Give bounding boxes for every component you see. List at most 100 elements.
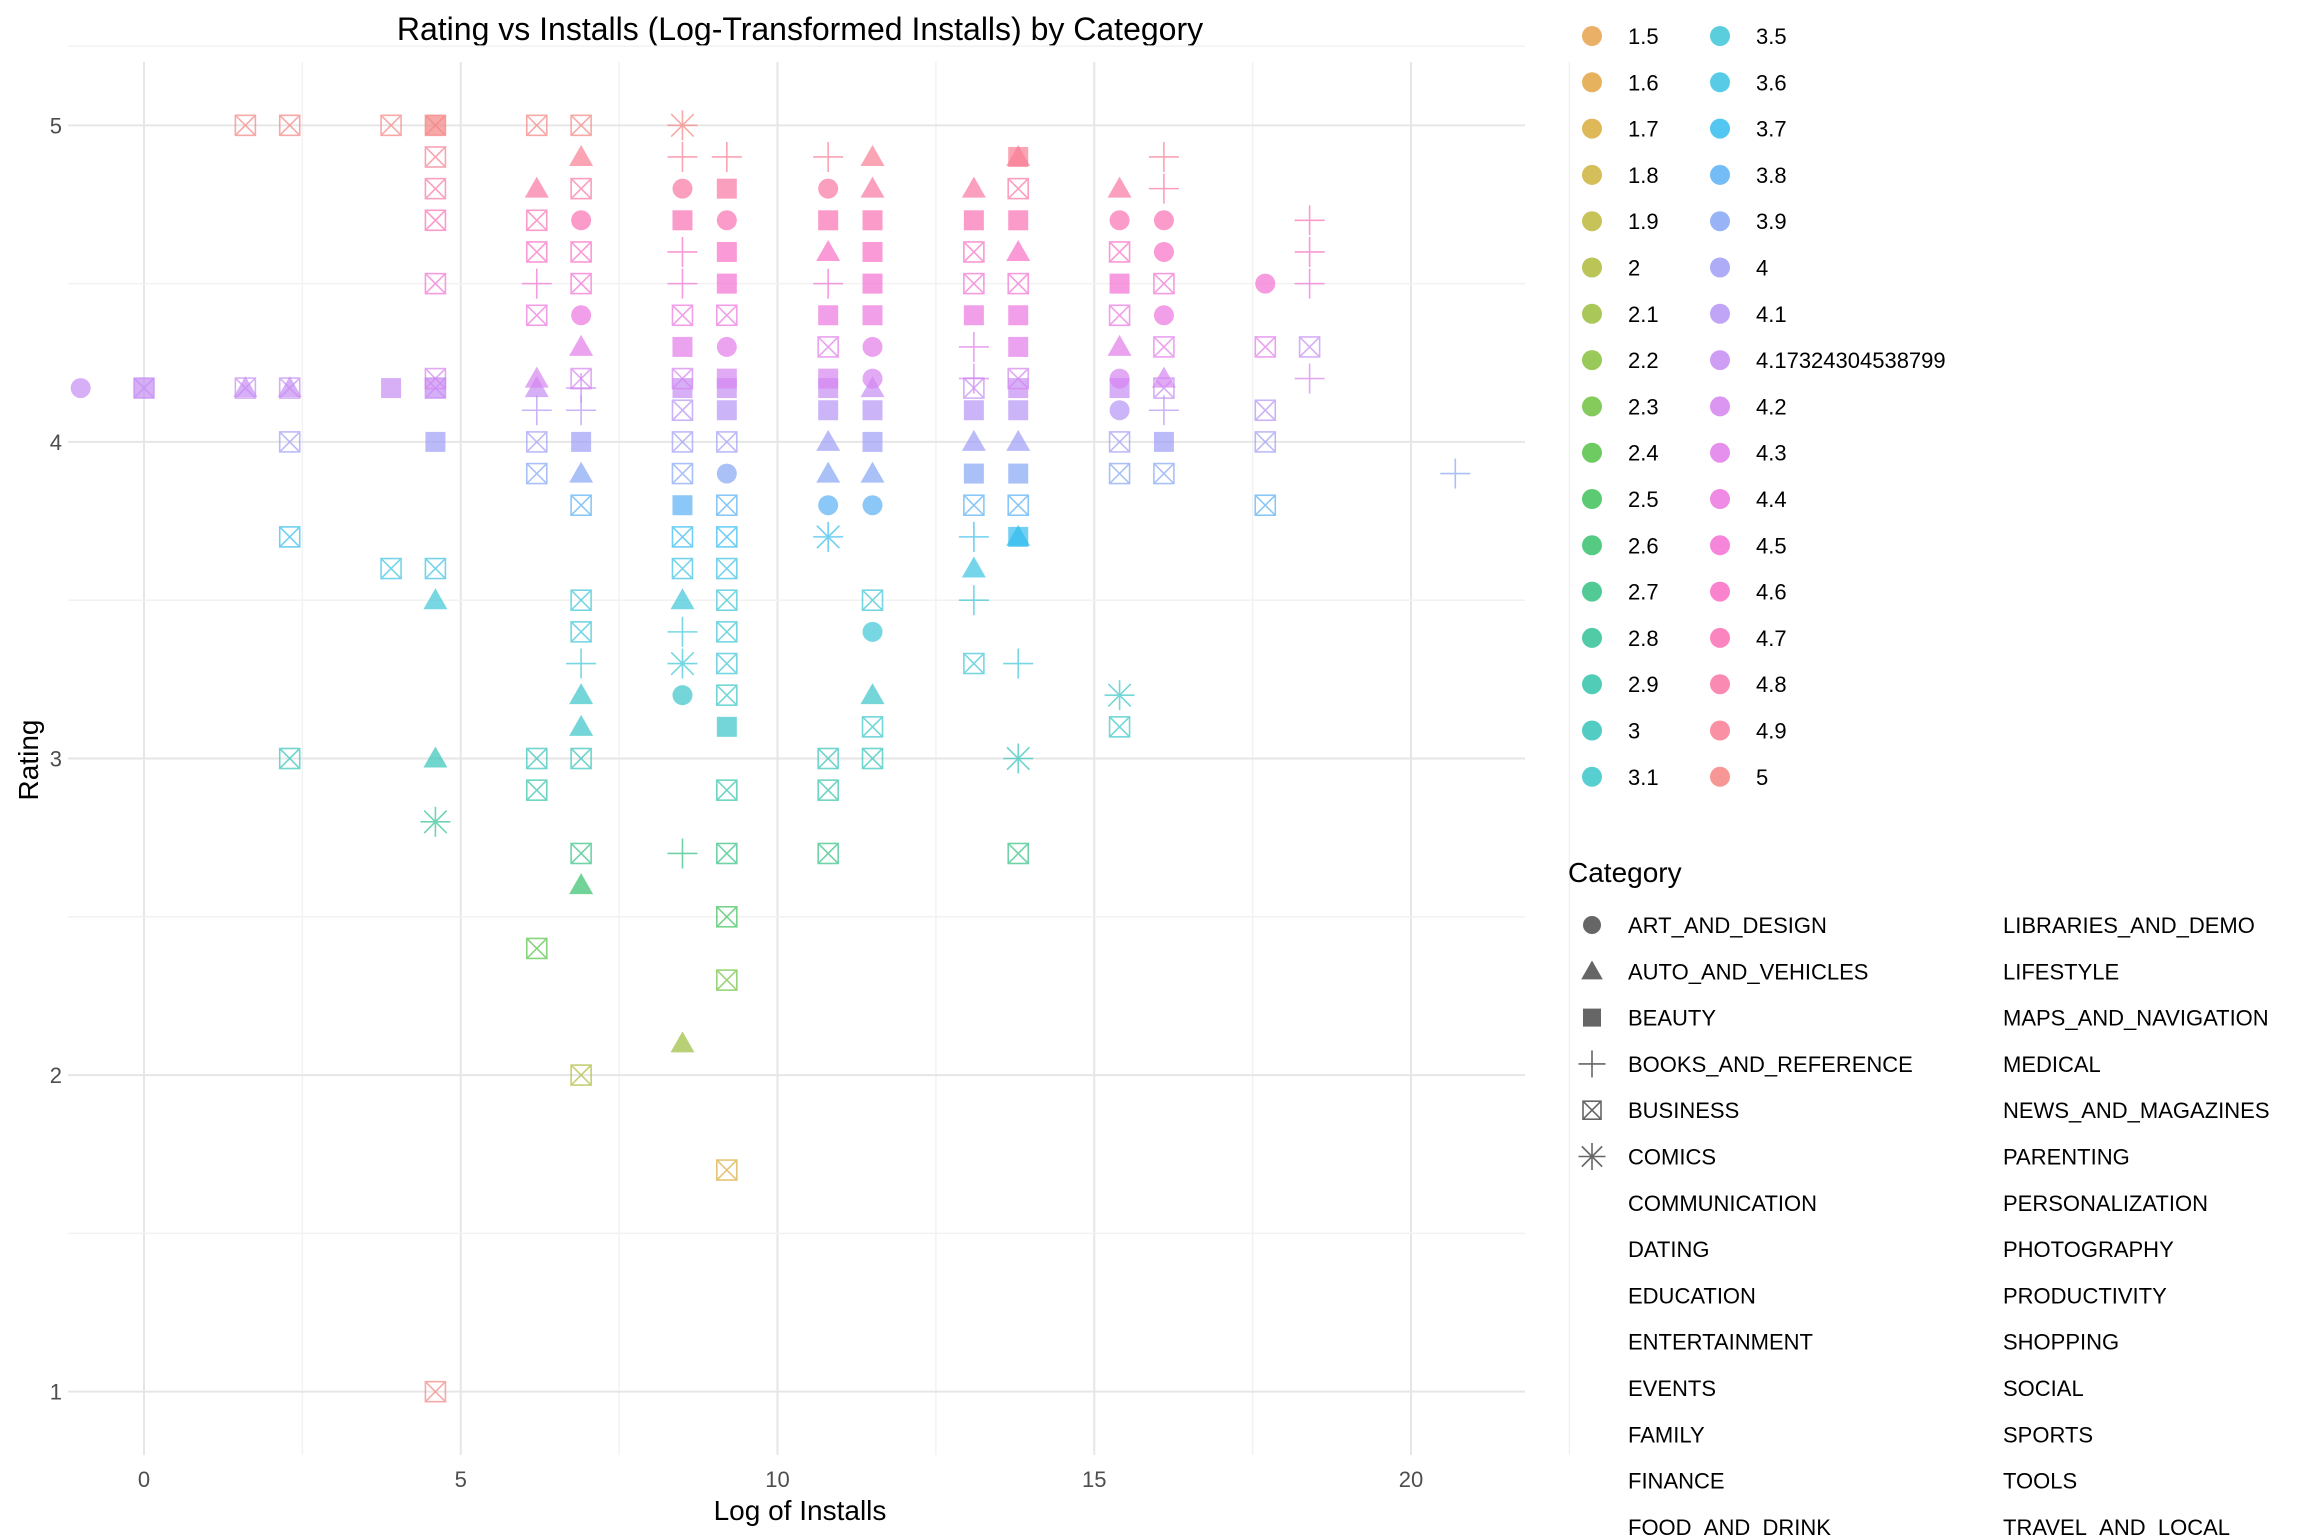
data-point bbox=[380, 557, 402, 580]
data-point bbox=[1153, 431, 1174, 452]
data-point bbox=[1109, 210, 1130, 231]
data-point bbox=[1153, 272, 1175, 295]
data-point bbox=[525, 937, 548, 960]
data-point bbox=[1008, 463, 1029, 484]
data-point bbox=[963, 210, 984, 231]
data-point bbox=[818, 495, 839, 516]
color-legend-key bbox=[1710, 211, 1730, 232]
data-point bbox=[817, 336, 839, 358]
data-point bbox=[566, 395, 597, 426]
data-point bbox=[672, 495, 693, 516]
data-point bbox=[1006, 524, 1031, 546]
data-point bbox=[671, 399, 694, 422]
color-legend-key bbox=[1710, 489, 1730, 509]
color-legend-label: 2.8 bbox=[1628, 626, 1659, 651]
color-legend-key bbox=[1582, 674, 1602, 695]
category-legend-label: BOOKS_AND_REFERENCE bbox=[1628, 1052, 1913, 1077]
category-legend-item: FOOD_AND_DRINK bbox=[1628, 1515, 1831, 1536]
color-legend-item: 3.1 bbox=[1582, 765, 1659, 790]
color-legend-label: 2.4 bbox=[1628, 441, 1659, 466]
color-legend-key bbox=[1582, 396, 1602, 417]
data-point bbox=[963, 305, 984, 326]
data-point bbox=[420, 806, 451, 837]
color-legend-item: 2.1 bbox=[1582, 302, 1659, 327]
category-legend-item: COMICS bbox=[1578, 1143, 1716, 1170]
color-legend-item: 4.4 bbox=[1710, 487, 1787, 512]
data-point bbox=[670, 1031, 695, 1053]
category-legend: Category ART_AND_DESIGN AUTO_AND_VEHICLES… bbox=[1568, 857, 2270, 1536]
data-point bbox=[671, 462, 694, 485]
data-point bbox=[862, 273, 883, 294]
y-tick-label: 5 bbox=[50, 113, 62, 138]
data-point bbox=[524, 176, 549, 198]
data-point bbox=[818, 400, 839, 421]
color-legend-label: 4.17324304538799 bbox=[1756, 348, 1946, 373]
category-legend-item: COMMUNICATION bbox=[1628, 1191, 1817, 1216]
data-point bbox=[716, 210, 737, 231]
data-point bbox=[525, 209, 548, 232]
data-point bbox=[525, 431, 548, 453]
data-point bbox=[818, 210, 839, 231]
category-legend-item: TRAVEL_AND_LOCAL bbox=[2003, 1515, 2230, 1536]
color-legend-label: 1.8 bbox=[1628, 163, 1659, 188]
color-legend-item: 1.9 bbox=[1582, 209, 1659, 234]
data-point bbox=[818, 305, 839, 326]
data-point bbox=[958, 331, 989, 362]
data-point bbox=[525, 747, 548, 770]
data-point bbox=[278, 431, 301, 453]
color-legend-item: 2.5 bbox=[1582, 487, 1659, 512]
data-point bbox=[1008, 305, 1029, 326]
data-point bbox=[1008, 210, 1029, 231]
category-legend-label: FAMILY bbox=[1628, 1422, 1705, 1447]
color-legend-key bbox=[1582, 257, 1602, 278]
category-legend-item: BUSINESS bbox=[1582, 1098, 1739, 1123]
data-point bbox=[1294, 205, 1325, 236]
category-legend-item: ART_AND_DESIGN bbox=[1583, 913, 1827, 938]
data-point bbox=[670, 588, 695, 610]
color-legend-item: 2 bbox=[1582, 256, 1640, 281]
category-legend-label: DATING bbox=[1628, 1237, 1709, 1262]
data-point bbox=[1109, 400, 1130, 421]
data-point bbox=[716, 368, 737, 389]
data-point bbox=[672, 210, 693, 231]
color-legend-item: 3.8 bbox=[1710, 163, 1787, 188]
color-legend-label: 4.9 bbox=[1756, 719, 1787, 744]
data-point bbox=[1153, 210, 1174, 231]
color-legend-label: 4.3 bbox=[1756, 441, 1787, 466]
data-point bbox=[862, 431, 883, 452]
data-point bbox=[813, 268, 844, 299]
data-point bbox=[963, 400, 984, 421]
data-point bbox=[672, 178, 693, 199]
color-legend-item: 2.7 bbox=[1582, 580, 1659, 605]
data-point bbox=[424, 114, 447, 137]
data-point bbox=[672, 336, 693, 357]
data-point bbox=[525, 779, 548, 801]
category-legend-item: EDUCATION bbox=[1628, 1283, 1756, 1308]
color-legend-item: 5 bbox=[1710, 765, 1768, 790]
category-legend-item: PHOTOGRAPHY bbox=[2003, 1237, 2174, 1262]
color-legend-label: 2 bbox=[1628, 256, 1640, 281]
color-legend-label: 4.2 bbox=[1756, 394, 1787, 419]
data-point bbox=[716, 494, 738, 517]
data-point bbox=[716, 842, 738, 865]
data-point bbox=[862, 336, 883, 357]
data-point bbox=[424, 146, 447, 168]
color-legend-key bbox=[1710, 442, 1730, 463]
data-points bbox=[70, 110, 1471, 1403]
data-point bbox=[233, 376, 258, 398]
data-point bbox=[1007, 177, 1030, 200]
data-point bbox=[424, 177, 447, 200]
color-legend-item: 4.17324304538799 bbox=[1710, 348, 1946, 373]
category-legend-key bbox=[1578, 1050, 1606, 1078]
category-legend-item: BOOKS_AND_REFERENCE bbox=[1578, 1050, 1913, 1078]
color-legend-label: 2.1 bbox=[1628, 302, 1659, 327]
data-point bbox=[525, 241, 548, 263]
data-point bbox=[1007, 272, 1030, 295]
color-legend-key bbox=[1710, 72, 1730, 93]
data-point bbox=[380, 114, 402, 137]
category-legend-item: PARENTING bbox=[2003, 1145, 2130, 1170]
data-point bbox=[571, 305, 592, 326]
y-axis-label: Rating bbox=[13, 720, 44, 801]
data-point bbox=[862, 305, 883, 326]
data-point bbox=[716, 431, 738, 453]
